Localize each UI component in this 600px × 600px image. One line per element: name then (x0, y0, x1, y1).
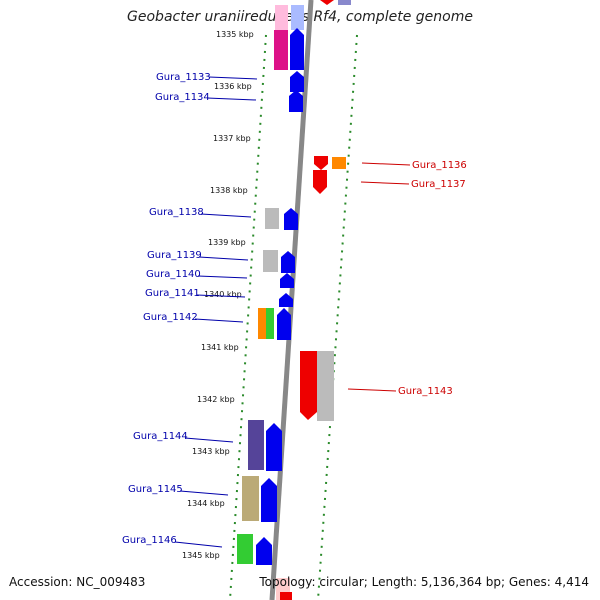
kbp-label: 1337 kbp (213, 134, 251, 143)
kbp-label: 1335 kbp (216, 30, 254, 39)
cog-bar (242, 476, 259, 521)
reverse-strand-features (237, 5, 304, 565)
leader-line (347, 388, 397, 392)
reverse-gene-labels: Gura_1133 Gura_1134 Gura_1138 Gura_1139 … (122, 72, 258, 548)
gene-label-gura-1144[interactable]: Gura_1144 (133, 431, 188, 442)
gene-arrow-gura-1134b[interactable] (289, 90, 303, 112)
gene-arrow-gura-1133[interactable] (290, 28, 304, 70)
leader-line (360, 181, 410, 185)
gene-arrow-gura-1141[interactable] (279, 293, 293, 307)
kbp-label: 1338 kbp (210, 186, 248, 195)
kbp-label: 1341 kbp (201, 343, 239, 352)
gene-arrow-gura-1144[interactable] (266, 423, 282, 471)
leader-line (208, 76, 258, 80)
leader-line (179, 490, 229, 496)
gene-arrow-gura-1143[interactable] (300, 351, 317, 420)
gene-arrow-gura-1137[interactable] (313, 170, 327, 194)
gene-label-gura-1146[interactable]: Gura_1146 (122, 535, 177, 546)
cog-bar (274, 30, 288, 70)
gene-label-gura-1134[interactable]: Gura_1134 (155, 92, 210, 103)
topology-text: Topology: circular; Length: 5,136,364 bp… (259, 575, 589, 589)
gene-arrow-gura-1134[interactable] (290, 71, 304, 92)
gene-label-gura-1145[interactable]: Gura_1145 (128, 484, 183, 495)
gene-feature[interactable] (320, 0, 334, 5)
leader-line (194, 318, 244, 323)
kbp-label: 1344 kbp (187, 499, 225, 508)
leader-line (196, 294, 246, 298)
kbp-label: 1345 kbp (182, 551, 220, 560)
gene-label-gura-1136[interactable]: Gura_1136 (412, 160, 467, 171)
gene-feature[interactable] (280, 592, 292, 600)
kbp-ruler: 1335 kbp 1336 kbp 1337 kbp 1338 kbp 1339… (182, 30, 254, 560)
gene-arrow-gura-1142[interactable] (277, 308, 291, 340)
gene-label-gura-1141[interactable]: Gura_1141 (145, 288, 200, 299)
gene-feature[interactable] (275, 5, 288, 30)
forward-gene-labels: Gura_1136 Gura_1137 Gura_1143 (347, 160, 467, 397)
cog-bar (237, 534, 253, 564)
kbp-label: 1340 kbp (204, 290, 242, 299)
kbp-label: 1343 kbp (192, 447, 230, 456)
gene-label-gura-1142[interactable]: Gura_1142 (143, 312, 198, 323)
gene-label-gura-1139[interactable]: Gura_1139 (147, 250, 202, 261)
gene-arrow-gura-1136[interactable] (314, 156, 328, 170)
gene-arrow-gura-1140[interactable] (280, 273, 294, 288)
kbp-label: 1339 kbp (208, 238, 246, 247)
cog-bar (265, 208, 279, 229)
kbp-label: 1336 kbp (214, 82, 252, 91)
gene-arrow-gura-1138[interactable] (284, 208, 298, 230)
cog-bar (248, 420, 264, 470)
cog-bar (332, 157, 346, 169)
leader-line (184, 437, 234, 443)
leader-line (361, 162, 411, 166)
leader-line (174, 541, 223, 548)
leader-line (197, 275, 248, 279)
gene-arrow-gura-1145[interactable] (261, 478, 277, 522)
cog-bar (263, 250, 278, 272)
kbp-label: 1342 kbp (197, 395, 235, 404)
forward-strand-features (276, 0, 351, 600)
cog-bar (258, 308, 266, 339)
leader-line (198, 256, 249, 261)
gene-feature[interactable] (291, 5, 304, 30)
leader-line (206, 97, 257, 101)
gene-label-gura-1143[interactable]: Gura_1143 (398, 386, 453, 397)
leader-line (200, 213, 252, 218)
gene-arrow-gura-1146[interactable] (256, 537, 272, 565)
gene-arrow-gura-1139[interactable] (281, 251, 295, 273)
cog-bar (317, 351, 334, 421)
accession-text: Accession: NC_009483 (9, 575, 146, 589)
gene-label-gura-1137[interactable]: Gura_1137 (411, 179, 466, 190)
cog-bar (266, 308, 274, 339)
gene-label-gura-1133[interactable]: Gura_1133 (156, 72, 211, 83)
gene-label-gura-1138[interactable]: Gura_1138 (149, 207, 204, 218)
right-tick-column (317, 34, 358, 600)
gene-feature[interactable] (338, 0, 351, 5)
gene-label-gura-1140[interactable]: Gura_1140 (146, 269, 201, 280)
